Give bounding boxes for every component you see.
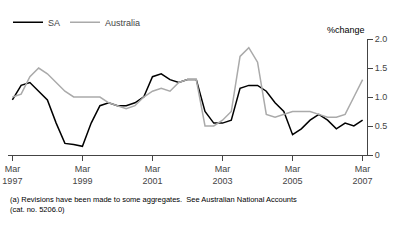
svg-text:1.5: 1.5: [375, 63, 388, 73]
svg-text:0.5: 0.5: [375, 121, 388, 131]
svg-text:Mar2003: Mar2003: [213, 164, 233, 186]
svg-text:2.0: 2.0: [375, 34, 388, 44]
svg-text:Australia: Australia: [105, 18, 140, 28]
svg-text:%change: %change: [327, 25, 365, 35]
svg-text:Mar1999: Mar1999: [72, 164, 92, 186]
svg-text:Mar2007: Mar2007: [353, 164, 373, 186]
svg-text:Mar1997: Mar1997: [2, 164, 22, 186]
svg-text:1.0: 1.0: [375, 92, 388, 102]
svg-text:Mar2001: Mar2001: [142, 164, 162, 186]
svg-text:(a) Revisions have been made t: (a) Revisions have been made to some agg…: [10, 195, 297, 214]
svg-text:Mar2005: Mar2005: [283, 164, 303, 186]
svg-text:SA: SA: [48, 18, 60, 28]
svg-text:0: 0: [375, 150, 380, 160]
